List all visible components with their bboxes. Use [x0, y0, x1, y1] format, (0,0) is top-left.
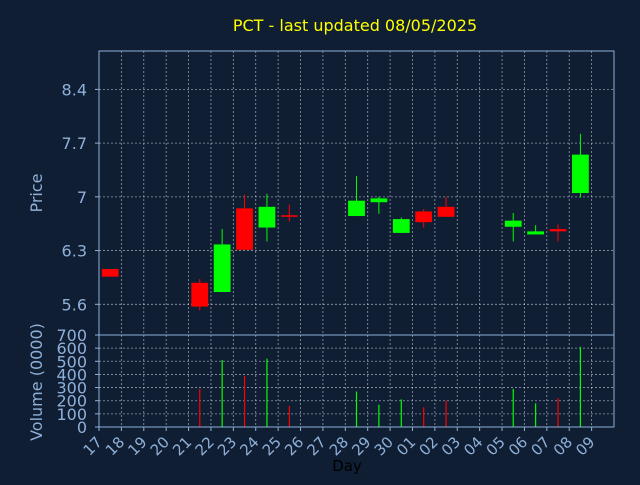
- volume-bars: [199, 346, 582, 427]
- price-tick-label: 6.3: [62, 242, 87, 261]
- volume-tick-label: 500: [56, 352, 87, 371]
- candle-body: [527, 231, 545, 235]
- candle-body: [392, 219, 410, 233]
- volume-tick-label: 200: [56, 392, 87, 411]
- volume-tick-label: 100: [56, 405, 87, 424]
- candle-body: [549, 229, 567, 232]
- volume-gridlines: [99, 335, 614, 427]
- price-tick-label: 5.6: [62, 295, 87, 314]
- price-tick-label: 7: [77, 188, 87, 207]
- chart-title: PCT - last updated 08/05/2025: [233, 16, 477, 35]
- candle-body: [415, 211, 433, 223]
- price-axis-label: Price: [27, 173, 46, 212]
- price-tick-label: 8.4: [62, 80, 87, 99]
- candle-body: [213, 244, 231, 293]
- candle-body: [191, 282, 209, 307]
- volume-tick-label: 400: [56, 365, 87, 384]
- candle-body: [348, 200, 365, 217]
- candle-body: [258, 206, 276, 228]
- price-axis-ticks: 5.6 6.3 7 7.7 8.4: [62, 80, 99, 314]
- price-candles: [101, 133, 589, 311]
- volume-tick-label: 300: [56, 379, 87, 398]
- candle-body: [101, 268, 119, 277]
- candle-body: [370, 198, 388, 203]
- day-axis-label: Day: [332, 457, 362, 475]
- price-tick-label: 7.7: [62, 134, 87, 153]
- candle-body: [504, 220, 522, 227]
- candle-body: [437, 206, 455, 217]
- volume-tick-label: 600: [56, 339, 87, 358]
- volume-tick-label: 0: [77, 418, 87, 437]
- candle-body: [236, 208, 253, 250]
- volume-axis-label: Volume (0000): [27, 323, 46, 441]
- candle-body: [572, 154, 589, 193]
- volume-panel-frame: [98, 334, 615, 428]
- candle-body: [280, 215, 298, 217]
- volume-tick-label: 700: [56, 326, 87, 345]
- price-gridlines: [99, 51, 614, 335]
